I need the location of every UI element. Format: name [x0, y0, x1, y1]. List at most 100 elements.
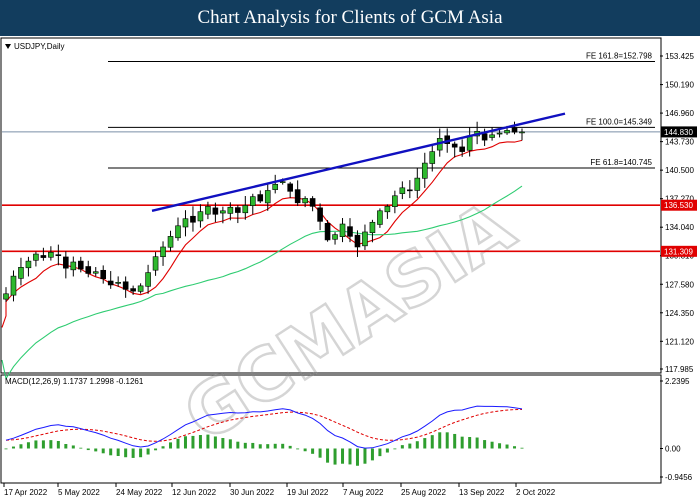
candle-up — [384, 206, 391, 213]
candle-up — [33, 253, 39, 261]
macd-histogram-bar — [146, 448, 150, 455]
macd-histogram-bar — [438, 432, 442, 449]
y-tick-label: 143.730 — [665, 138, 694, 147]
chart-title: Chart Analysis for Clients of GCM Asia — [197, 7, 503, 28]
macd-histogram-bar — [183, 436, 187, 449]
macd-histogram-bar — [378, 448, 382, 457]
candle-up — [227, 206, 234, 214]
macd-histogram-bar — [206, 434, 210, 449]
macd-histogram-bar — [318, 448, 322, 458]
y-tick-label: 124.350 — [665, 309, 694, 318]
candle-up — [399, 187, 406, 194]
macd-histogram-bar — [453, 433, 457, 449]
macd-histogram-bar — [4, 448, 8, 450]
macd-histogram-bar — [445, 432, 449, 449]
candle-down — [257, 194, 264, 202]
macd-histogram-bar — [176, 438, 180, 449]
macd-histogram-bar — [408, 443, 412, 449]
candle-up — [302, 198, 308, 204]
candle-up — [504, 130, 510, 134]
candle-down — [107, 280, 114, 286]
x-tick-label: 19 Jul 2022 — [287, 488, 329, 497]
x-tick-label: 2 Oct 2022 — [516, 488, 556, 497]
macd-histogram-bar — [34, 440, 38, 449]
macd-histogram-bar — [213, 436, 217, 449]
candle-down — [294, 189, 301, 204]
candle-down — [77, 260, 84, 270]
macd-histogram-bar — [169, 442, 173, 449]
macd-histogram-bar — [161, 446, 165, 449]
candle-up — [496, 132, 503, 135]
candle-down — [235, 207, 241, 213]
macd-histogram-bar — [131, 448, 135, 458]
y-tick-label: 137.270 — [665, 195, 694, 204]
candle-down — [354, 234, 361, 248]
macd-histogram-bar — [258, 444, 262, 449]
macd-histogram-bar — [326, 448, 330, 463]
macd-histogram-bar — [198, 435, 202, 449]
chart-header: Chart Analysis for Clients of GCM Asia — [0, 0, 700, 36]
fib-label: FE 161.8=152.798 — [586, 52, 653, 61]
macd-histogram-bar — [64, 444, 68, 449]
macd-histogram-bar — [288, 445, 292, 449]
candle-up — [249, 196, 256, 206]
macd-histogram-bar — [355, 448, 359, 466]
candle-down — [40, 255, 47, 258]
candle-down — [407, 189, 413, 192]
level-price-label: 131.309 — [664, 247, 693, 256]
candle-up — [182, 218, 189, 228]
macd-histogram-bar — [363, 448, 367, 464]
macd-histogram-bar — [191, 435, 195, 449]
y-tick-label: 153.425 — [665, 52, 694, 61]
macd-histogram-bar — [19, 444, 23, 449]
macd-histogram-bar — [11, 446, 15, 449]
macd-histogram-bar — [498, 443, 502, 449]
macd-histogram-bar — [348, 448, 352, 465]
macd-histogram-bar — [26, 442, 30, 449]
macd-histogram-bar — [251, 442, 255, 449]
candle-up — [10, 275, 17, 296]
macd-histogram-bar — [86, 448, 90, 451]
symbol-triangle-icon — [5, 44, 11, 49]
candle-up — [332, 234, 338, 240]
x-tick-label: 13 Sep 2022 — [459, 488, 505, 497]
macd-histogram-bar — [520, 447, 524, 449]
macd-histogram-bar — [71, 445, 75, 449]
current-price-tag — [661, 126, 697, 138]
macd-histogram-bar — [221, 438, 225, 449]
candle-up — [377, 210, 383, 225]
chart-area: GCMASIA USDJPY,Daily FE 161.8=152.798FE … — [0, 37, 697, 497]
macd-histogram-bar — [228, 439, 232, 449]
candle-up — [48, 251, 54, 258]
macd-histogram-bar — [124, 448, 128, 458]
candle-up — [197, 211, 204, 222]
candle-up — [18, 267, 24, 279]
candle-down — [287, 183, 293, 192]
candle-up — [489, 134, 495, 138]
macd-histogram-bar — [79, 447, 83, 449]
candle-up — [175, 225, 181, 239]
macd-histogram-bar — [56, 440, 60, 449]
macd-histogram-bar — [415, 441, 419, 449]
macd-histogram-bar — [475, 437, 479, 449]
macd-signal-line — [5, 409, 523, 442]
y-tick-label: 150.190 — [665, 81, 694, 90]
macd-histogram-bar — [460, 436, 464, 449]
candle-up — [220, 210, 226, 214]
candle-up — [242, 205, 249, 214]
macd-y-tick-label: -0.9456 — [665, 473, 693, 482]
macd-histogram-bar — [513, 446, 517, 449]
macd-histogram-bar — [393, 448, 397, 450]
macd-line — [5, 405, 523, 449]
macd-histogram-bar — [139, 448, 143, 458]
candle-down — [511, 127, 518, 133]
macd-histogram-bar — [385, 448, 389, 453]
candle-up — [369, 221, 376, 234]
macd-histogram-bar — [109, 448, 113, 456]
candle-up — [92, 271, 99, 274]
candle-up — [205, 206, 211, 215]
x-tick-label: 25 Aug 2022 — [401, 488, 446, 497]
macd-label: MACD(12,26,9) 1.1737 1.2998 -0.1261 — [5, 377, 144, 386]
candle-up — [414, 177, 421, 191]
fib-label: FE 100.0=145.349 — [586, 117, 653, 126]
